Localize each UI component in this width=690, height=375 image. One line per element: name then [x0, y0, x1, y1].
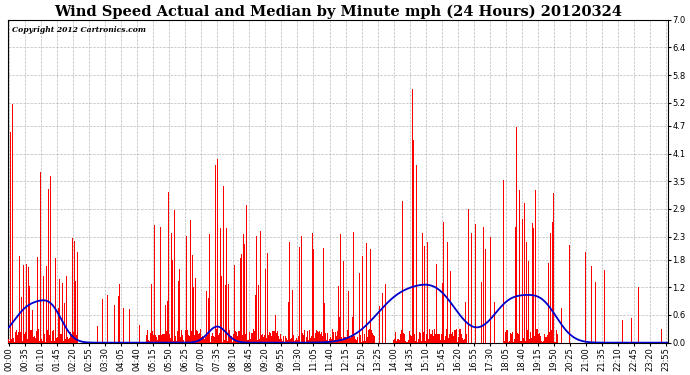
Text: Copyright 2012 Cartronics.com: Copyright 2012 Cartronics.com	[12, 26, 146, 34]
Title: Wind Speed Actual and Median by Minute mph (24 Hours) 20120324: Wind Speed Actual and Median by Minute m…	[55, 4, 622, 18]
